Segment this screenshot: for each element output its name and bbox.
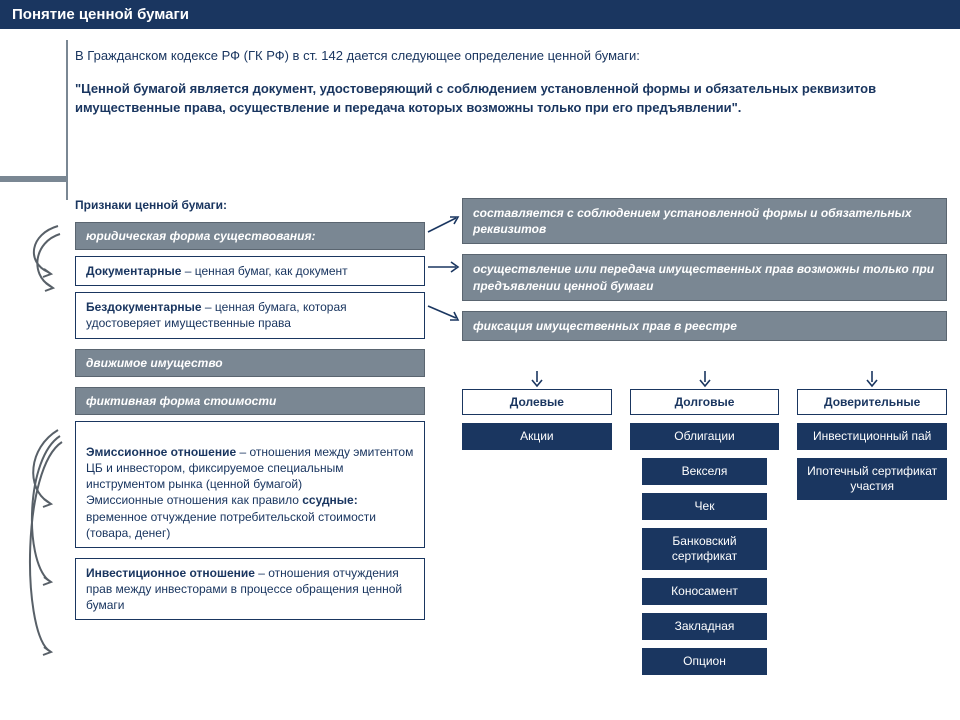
cat-head-equity: Долевые [462, 389, 612, 415]
feature-3: фиксация имущественных прав в реестре [462, 311, 947, 341]
cat-item: Банковский сертификат [642, 528, 767, 570]
cat-item: Облигации [630, 423, 780, 450]
cat-item: Закладная [642, 613, 767, 640]
decorative-rule [66, 40, 68, 200]
documentary-bold: Документарные [86, 264, 181, 278]
cat-head-debt: Долговые [630, 389, 780, 415]
arrow-down-icon [630, 371, 780, 389]
curve-arrow-icon [18, 428, 74, 658]
feature-2: осуществление или передача имущественных… [462, 254, 947, 300]
connector-arrow-icon [426, 214, 462, 236]
cat-item: Чек [642, 493, 767, 520]
cat-item: Векселя [642, 458, 767, 485]
intro-definition: "Ценной бумагой является документ, удост… [75, 80, 925, 118]
cat-head-trust: Доверительные [797, 389, 947, 415]
invest-bold: Инвестиционное отношение [86, 566, 255, 580]
emission-bold: Эмиссионное отношение [86, 445, 236, 459]
curve-arrow-icon [18, 224, 74, 314]
arrow-down-icon [462, 371, 612, 389]
feature-1: составляется с соблюдением установленной… [462, 198, 947, 244]
cat-item: Акции [462, 423, 612, 450]
cat-item: Коносамент [642, 578, 767, 605]
cat-item: Опцион [642, 648, 767, 675]
nondocumentary-box: Бездокументарные – ценная бумага, котора… [75, 292, 425, 338]
right-column: составляется с соблюдением установленной… [462, 198, 947, 675]
legal-form-box: юридическая форма существования: [75, 222, 425, 250]
categories-row: Долевые Акции Долговые Облигации Векселя… [462, 369, 947, 675]
documentary-box: Документарные – ценная бумаг, как докуме… [75, 256, 425, 286]
documentary-text: – ценная бумаг, как документ [181, 264, 347, 278]
page-title: Понятие ценной бумаги [0, 0, 960, 29]
cat-item: Инвестиционный пай [797, 423, 947, 450]
intro-block: В Гражданском кодексе РФ (ГК РФ) в ст. 1… [75, 47, 925, 118]
intro-lead: В Гражданском кодексе РФ (ГК РФ) в ст. 1… [75, 47, 925, 66]
emission-text2: временное отчуждение потребительской сто… [86, 510, 376, 540]
signs-label: Признаки ценной бумаги: [75, 198, 425, 212]
movable-box: движимое имущество [75, 349, 425, 377]
connector-arrow-icon [426, 260, 462, 274]
cat-col-equity: Долевые Акции [462, 369, 612, 675]
cat-item: Ипотечный сертификат участия [797, 458, 947, 500]
arrow-down-icon [797, 371, 947, 389]
connector-arrow-icon [426, 304, 462, 324]
cat-col-trust: Доверительные Инвестиционный пай Ипотечн… [797, 369, 947, 675]
nondoc-bold: Бездокументарные [86, 300, 202, 314]
cat-col-debt: Долговые Облигации Векселя Чек Банковски… [630, 369, 780, 675]
left-column: Признаки ценной бумаги: юридическая форм… [75, 198, 425, 620]
emission-box: Эмиссионное отношение – отношения между … [75, 421, 425, 548]
emission-bold2: ссудные: [302, 493, 358, 507]
decorative-rule [0, 176, 66, 182]
investment-box: Инвестиционное отношение – отношения отч… [75, 558, 425, 621]
fictive-box: фиктивная форма стоимости [75, 387, 425, 415]
